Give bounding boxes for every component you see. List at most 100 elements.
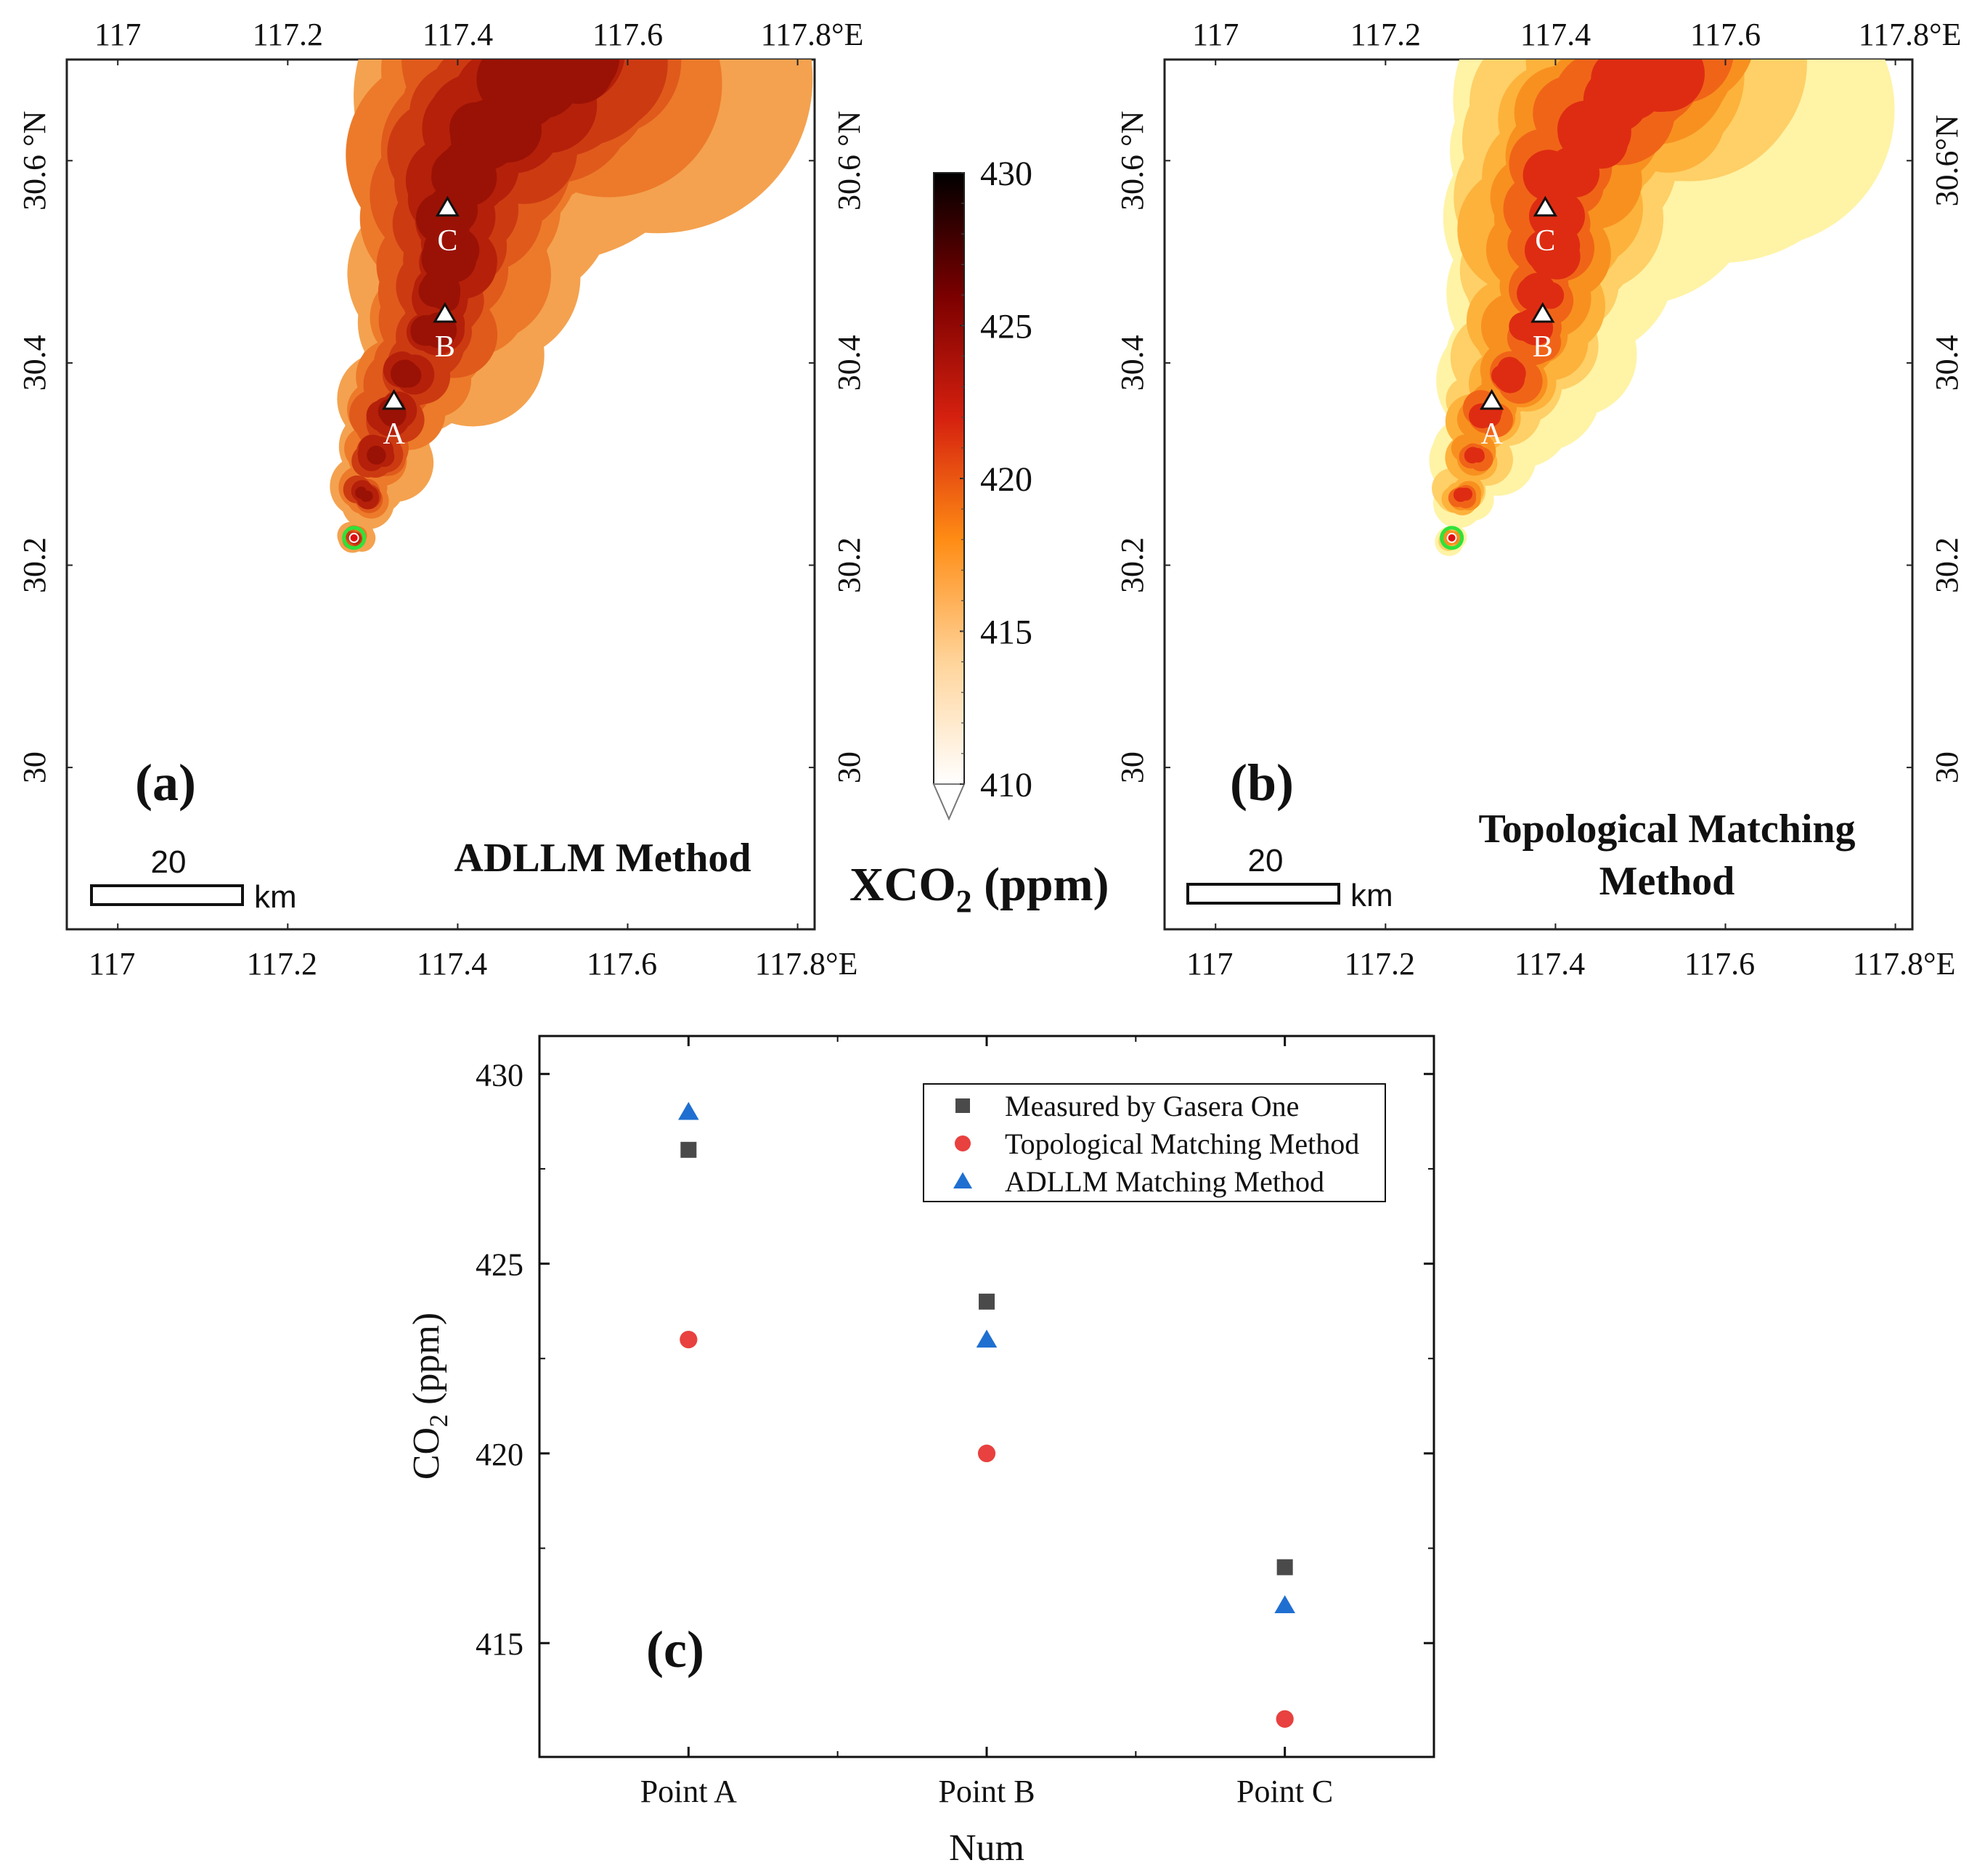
lon-tick-label: 117.2 — [1345, 946, 1415, 982]
lat-tick-label: 30.4 — [17, 335, 52, 391]
map-panel-b: 117 117.2 117.4 117.6 117.8°E 117 117.2 117.4 1… — [1114, 17, 1965, 982]
point-marker-c — [435, 195, 460, 217]
colorbar-tick-label: 415 — [980, 613, 1032, 652]
x-tick-label: Point A — [640, 1774, 737, 1809]
point-label-c: C — [437, 224, 457, 258]
lon-tick-label: 117.8°E — [1859, 17, 1962, 52]
point-marker-b — [433, 302, 457, 323]
map-panel-a: 117 117.2 117.4 117.6 117.8°E 117 117.2 117.4 1… — [17, 17, 867, 982]
scale-bar-value: 20 — [151, 844, 187, 880]
xco2-plume — [1429, 60, 1895, 556]
lat-tick-label: 30.6°N — [1929, 115, 1965, 206]
legend-marker-triangle — [953, 1172, 972, 1188]
lon-ticks-top: 117 117.2 117.4 117.6 117.8°E — [94, 17, 864, 65]
point-label-a: A — [1480, 417, 1503, 451]
sampling-points: A B C — [382, 195, 460, 451]
legend-box — [923, 1083, 1386, 1202]
lon-tick-label: 117.2 — [247, 946, 317, 982]
lat-tick-label: 30.4 — [1114, 335, 1150, 391]
legend-label: Measured by Gasera One — [1005, 1090, 1299, 1122]
colorbar-tick-label: 410 — [980, 766, 1032, 804]
point-label-a: A — [383, 417, 405, 451]
lon-tick-label: 117.6 — [587, 946, 657, 982]
legend-marker-circle — [955, 1135, 971, 1151]
data-point-square — [1276, 1559, 1293, 1575]
plume-layers — [1429, 60, 1895, 556]
lat-tick-label: 30.2 — [17, 537, 52, 593]
panel-label: (c) — [646, 1620, 704, 1679]
lat-ticks-left: 30 30.2 30.4 30.6 °N — [1114, 111, 1170, 783]
source-dot — [1446, 532, 1457, 543]
colorbar-gradient — [933, 172, 965, 785]
point-label-c: C — [1535, 224, 1555, 258]
point-marker-a — [1480, 388, 1504, 410]
lat-tick-label: 30.6 °N — [831, 111, 867, 211]
emission-source-marker — [1440, 526, 1464, 550]
y-tick-label: 430 — [476, 1057, 523, 1093]
point-marker-c — [1533, 195, 1557, 217]
lat-tick-label: 30.6 °N — [17, 111, 52, 211]
lon-ticks-bottom: 117 117.2 117.4 117.6 117.8°E — [1186, 923, 1956, 982]
lon-tick-label: 117 — [89, 946, 135, 982]
lat-ticks-right: 30 30.2 30.4 30.6°N — [1907, 115, 1965, 783]
x-axis-label: Num — [949, 1827, 1024, 1869]
y-tick-label: 420 — [476, 1437, 523, 1472]
colorbar-label: XCO2 (ppm) — [849, 858, 1109, 919]
data-points — [678, 1101, 1295, 1728]
emission-source-marker — [342, 526, 367, 550]
point-marker-a — [382, 388, 407, 410]
lon-tick-label: 117.8°E — [1853, 946, 1956, 982]
colorbar-tick-label: 425 — [980, 308, 1032, 346]
lon-tick-label: 117.2 — [253, 17, 323, 52]
method-title-line: Topological Matching — [1478, 807, 1855, 852]
lat-tick-label: 30 — [831, 751, 867, 783]
panel-label: (b) — [1230, 754, 1294, 812]
colorbar-tick-label: 420 — [980, 460, 1032, 499]
lat-tick-label: 30.6 °N — [1114, 111, 1150, 211]
source-ring — [342, 526, 367, 550]
lat-ticks-right: 30 30.2 30.4 30.6 °N — [809, 111, 867, 783]
scale-bar-unit: km — [1350, 878, 1393, 913]
scale-bar-value: 20 — [1248, 843, 1284, 878]
colorbar-ticks: 430 425 420 415 410 — [960, 155, 1032, 804]
point-label-b: B — [435, 330, 455, 364]
x-axis-ticks: Point A Point B Point C — [640, 1036, 1333, 1809]
data-point-circle — [680, 1331, 698, 1349]
colorbar-tick-label: 430 — [980, 155, 1032, 193]
x-tick-label: Point B — [938, 1774, 1035, 1809]
legend: Measured by Gasera One Topological Matchi… — [923, 1083, 1386, 1202]
lat-tick-label: 30.4 — [1929, 335, 1965, 391]
lat-tick-label: 30.2 — [831, 537, 867, 593]
lon-tick-label: 117.6 — [1684, 946, 1755, 982]
legend-label: ADLLM Matching Method — [1005, 1165, 1324, 1198]
data-point-triangle — [976, 1329, 998, 1348]
y-axis-label: CO2 (ppm) — [406, 1313, 453, 1480]
lon-tick-label: 117.6 — [1690, 17, 1761, 52]
method-title-line: ADLLM Method — [454, 836, 751, 881]
data-point-square — [680, 1141, 697, 1158]
lon-tick-label: 117.4 — [423, 17, 493, 52]
lat-tick-label: 30 — [1929, 751, 1965, 783]
legend-label: Topological Matching Method — [1005, 1127, 1359, 1160]
data-point-triangle — [1274, 1595, 1295, 1613]
lon-tick-label: 117.4 — [1515, 946, 1585, 982]
source-dot — [348, 532, 359, 543]
xco2-plume — [330, 60, 813, 553]
lat-tick-label: 30 — [1114, 751, 1150, 783]
legend-marker-square — [955, 1098, 970, 1113]
method-title-line: Method — [1599, 859, 1735, 904]
source-ring — [1440, 526, 1464, 550]
lat-ticks-left: 30 30.2 30.4 30.6 °N — [17, 111, 73, 783]
data-point-triangle — [678, 1101, 699, 1120]
scale-bar: 20 km — [90, 844, 297, 915]
sampling-points: A B C — [1480, 195, 1557, 451]
scatter-chart: 415 420 425 430 Point A Point B Point C (c) N… — [406, 1035, 1435, 1869]
lat-tick-label: 30 — [17, 751, 52, 783]
colorbar-extend-arrow — [932, 783, 966, 821]
lat-tick-label: 30.2 — [1929, 537, 1965, 593]
scale-bar: 20 km — [1186, 843, 1393, 913]
method-title: ADLLM Method — [454, 836, 751, 881]
lon-ticks-bottom: 117 117.2 117.4 117.6 117.8°E — [89, 923, 858, 982]
lon-tick-label: 117 — [1186, 946, 1233, 982]
lon-tick-label: 117.4 — [1520, 17, 1591, 52]
